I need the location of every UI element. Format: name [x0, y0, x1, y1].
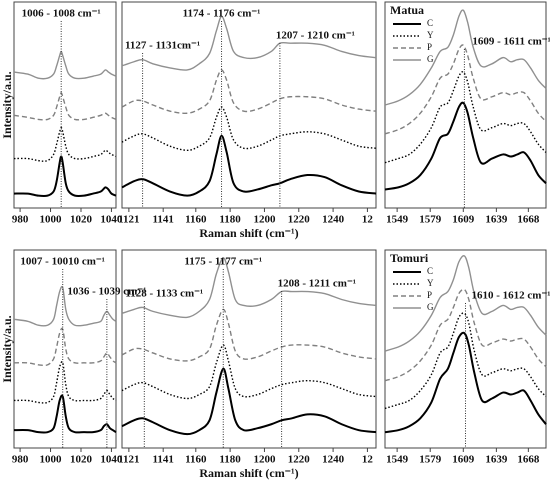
spectrum-line — [121, 308, 377, 362]
x-tick-label: 1609 — [452, 214, 475, 226]
spectrum-line — [13, 155, 117, 198]
spectrum-line — [384, 71, 547, 164]
x-tick-label: 1200 — [253, 214, 276, 226]
x-tick-label: 1000 — [40, 454, 63, 466]
legend-label: Y — [427, 278, 434, 288]
x-tick-label: 1040 — [100, 454, 123, 466]
y-axis-label: Intensity/a.u. — [0, 71, 14, 138]
plot-frame — [384, 249, 547, 449]
x-tick-label: 1180 — [219, 214, 241, 226]
peak-label: 1007 - 10010 cm⁻¹ — [20, 256, 105, 268]
x-tick-label: 1020 — [70, 214, 93, 226]
x-tick-label: 1639 — [485, 454, 508, 466]
legend-title: Matua — [390, 3, 424, 17]
x-axis-label: Raman shift (cm⁻¹) — [199, 226, 298, 240]
x-tick-label: 1000 — [40, 214, 63, 226]
legend-label: G — [427, 302, 434, 312]
legend-label: C — [427, 18, 433, 28]
spectrum-line — [13, 50, 117, 80]
peak-label: 1174 - 1176 cm⁻¹ — [183, 8, 261, 20]
spectrum-line — [384, 331, 547, 434]
spectrum-line — [384, 312, 547, 410]
spectrum-line — [384, 255, 547, 352]
x-tick-label: 1040 — [100, 214, 123, 226]
x-tick-label: 980 — [12, 454, 29, 466]
y-axis-label: Intensity/a.u. — [0, 315, 14, 382]
spectrum-line — [121, 367, 377, 436]
plot-frame — [13, 1, 117, 209]
spectrum-line — [121, 15, 377, 71]
x-tick-label: 1549 — [386, 214, 409, 226]
spectrum-line — [121, 106, 377, 152]
x-tick-label: 980 — [12, 214, 29, 226]
x-tick-label: 1141 — [152, 214, 173, 226]
x-tick-label: 1668 — [517, 214, 540, 226]
x-tick-label: 1220 — [288, 214, 311, 226]
spectrum-line — [384, 9, 547, 106]
plot-frame — [121, 1, 377, 209]
x-tick-label: 1020 — [70, 454, 93, 466]
peak-label: 1207 - 1210 cm⁻¹ — [276, 30, 355, 42]
x-tick-label: 1639 — [485, 214, 508, 226]
x-tick-label: 12 — [362, 214, 374, 226]
spectrum-line — [384, 101, 547, 191]
spectrum-line — [13, 327, 117, 367]
peak-label: 1175 - 1177 cm⁻¹ — [184, 256, 262, 268]
x-tick-label: 1609 — [452, 454, 475, 466]
x-tick-label: 1549 — [386, 454, 409, 466]
spectrum-line — [13, 91, 117, 121]
x-tick-label: 1180 — [219, 454, 241, 466]
spectrum-line — [13, 285, 117, 327]
peak-label: 1128 - 1133 cm⁻¹ — [125, 288, 203, 300]
x-tick-label: 1160 — [185, 214, 207, 226]
legend-label: Y — [427, 30, 434, 40]
peak-label: 1208 - 1211 cm⁻¹ — [278, 278, 356, 290]
spectrum-line — [13, 361, 117, 404]
x-tick-label: 1220 — [288, 454, 311, 466]
peak-label: 1127 - 1131cm⁻¹ — [125, 40, 200, 52]
spectrum-line — [121, 344, 377, 400]
x-tick-label: 1200 — [253, 454, 276, 466]
spectrum-line — [121, 69, 377, 115]
x-axis-label: Raman shift (cm⁻¹) — [199, 466, 298, 480]
plot-frame — [13, 249, 117, 449]
legend-label: G — [427, 54, 434, 64]
spectrum-line — [384, 44, 547, 135]
spectrum-line — [121, 257, 377, 319]
spectrum-line — [13, 126, 117, 162]
legend-label: C — [427, 266, 433, 276]
legend-label: P — [427, 42, 432, 52]
x-tick-label: 1240 — [322, 454, 345, 466]
x-tick-label: 1121 — [118, 454, 139, 466]
x-tick-label: 1121 — [118, 214, 139, 226]
plot-frame — [121, 249, 377, 449]
spectrum-line — [384, 288, 547, 382]
legend-title: Tomuri — [390, 251, 429, 265]
x-tick-label: 12 — [362, 454, 374, 466]
spectrum-line — [121, 134, 377, 197]
legend-label: P — [427, 290, 432, 300]
x-tick-label: 1579 — [419, 454, 442, 466]
peak-label: 1006 - 1008 cm⁻¹ — [22, 8, 101, 20]
x-tick-label: 1579 — [419, 214, 442, 226]
peak-label: 1610 - 1612 cm⁻¹ — [472, 290, 550, 302]
x-tick-label: 1240 — [322, 214, 345, 226]
x-tick-label: 1668 — [517, 454, 540, 466]
x-tick-label: 1141 — [152, 454, 173, 466]
peak-label: 1609 - 1611 cm⁻¹ — [472, 36, 550, 48]
x-tick-label: 1160 — [185, 454, 207, 466]
peak-label: 1036 - 1039 cm⁻¹ — [67, 286, 146, 298]
